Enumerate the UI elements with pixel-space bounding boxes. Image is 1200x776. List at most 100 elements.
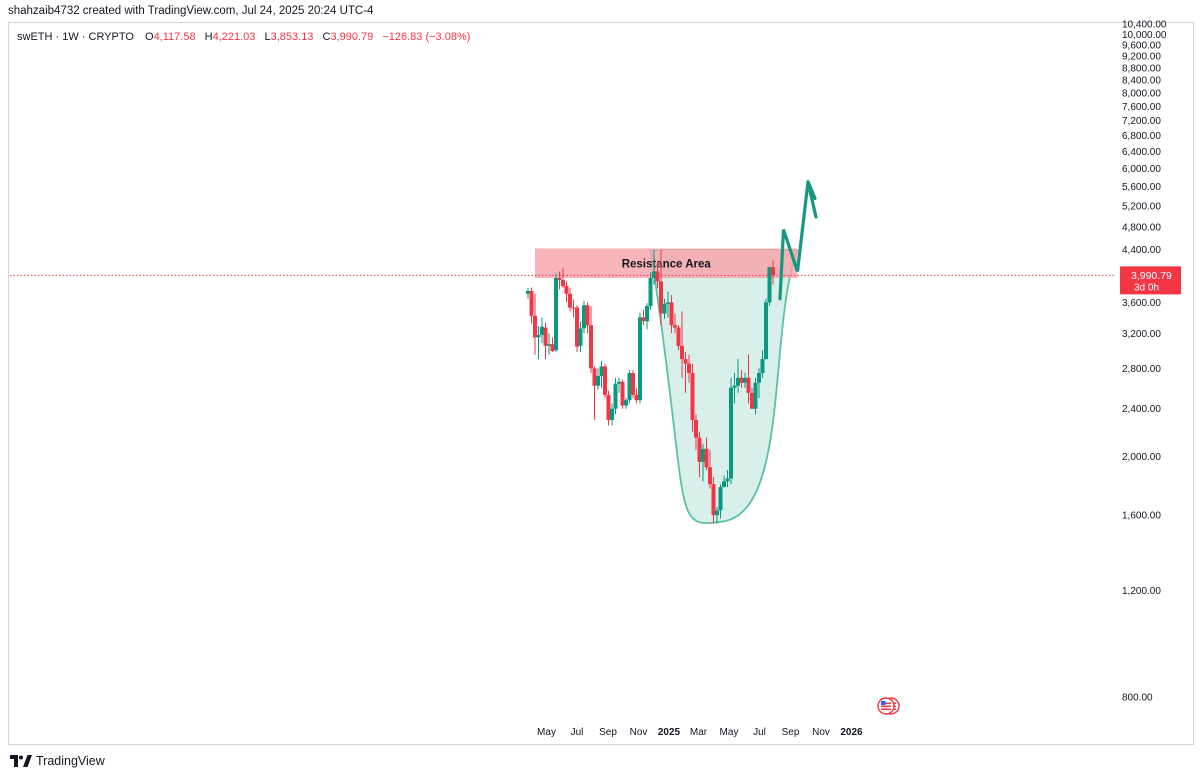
candle [575, 305, 579, 352]
y-tick-label: 10,000.00 [1122, 30, 1167, 41]
tradingview-footer[interactable]: TradingView [10, 752, 105, 770]
candle [610, 403, 614, 426]
candle-body [680, 345, 684, 360]
candle [760, 350, 765, 378]
candle-body [729, 387, 733, 479]
candle [529, 287, 534, 324]
candle [701, 443, 705, 482]
y-tick-label: 4,800.00 [1122, 222, 1161, 233]
candle-body [746, 377, 751, 393]
arrow-line [778, 180, 810, 301]
candle-body [757, 373, 761, 383]
candle [659, 249, 663, 326]
candle [554, 273, 558, 352]
candle-body [564, 286, 569, 294]
y-tick-label: 2,400.00 [1122, 404, 1161, 415]
candle [540, 317, 544, 344]
candle-body [610, 408, 614, 420]
symbol-name[interactable]: swETH · 1W · CRYPTO [17, 31, 134, 43]
candle [732, 373, 737, 404]
candle [631, 370, 635, 399]
close-label: C [322, 31, 331, 43]
candle-body [627, 373, 632, 401]
candle [620, 379, 625, 409]
candle-body [617, 381, 621, 384]
projection-arrow[interactable] [778, 180, 818, 301]
price-tag-value: 3,990.79 [1131, 270, 1172, 282]
flag-canton [881, 701, 886, 705]
y-tick-label: 10,400.00 [1122, 20, 1167, 31]
candle [564, 281, 569, 303]
candle-body [582, 305, 586, 329]
candle-body [673, 325, 677, 328]
candle-body [624, 400, 628, 406]
candle [673, 313, 677, 334]
candle [753, 377, 758, 415]
candle-body [711, 484, 716, 516]
candle-body [659, 281, 663, 314]
candle-body [638, 317, 642, 401]
candle [561, 267, 565, 289]
y-tick-label: 3,200.00 [1122, 329, 1161, 340]
candle-body [641, 317, 646, 322]
candle [739, 370, 744, 388]
change-value: −126.83 (−3.08%) [382, 31, 471, 43]
candle-body [701, 448, 705, 462]
candle-body [732, 385, 737, 388]
candle [648, 272, 653, 310]
x-tick-label: Sep [782, 727, 800, 738]
candle-body [575, 307, 579, 347]
candle-body [676, 327, 681, 346]
candle [708, 450, 712, 489]
candle [676, 325, 681, 351]
resistance-area[interactable]: Resistance Area [535, 248, 798, 279]
arrow-head [806, 181, 818, 219]
candle [750, 387, 754, 409]
candle [627, 370, 632, 404]
close-value: 3,990.79 [330, 31, 374, 43]
candle [568, 288, 572, 312]
candle-body [652, 271, 656, 279]
candle-body [771, 267, 775, 276]
x-tick-label: 2025 [658, 727, 681, 738]
candle [736, 359, 740, 393]
candle-body [722, 481, 726, 488]
candle-body [764, 302, 768, 360]
candle [722, 475, 726, 488]
candle [613, 377, 618, 415]
y-tick-label: 800.00 [1122, 693, 1153, 704]
candle [687, 354, 691, 383]
time-axis[interactable]: May Jul Sep Nov 2025 Mar May Jul Sep Nov 2026 [537, 727, 863, 738]
candle-body [718, 487, 723, 511]
candle [543, 322, 548, 360]
candle-body [683, 359, 688, 364]
candle [662, 298, 667, 319]
candle-body [568, 293, 572, 308]
x-tick-label: Nov [812, 727, 830, 738]
events-flag[interactable] [877, 697, 900, 715]
x-tick-label: May [537, 727, 556, 738]
candle-body [631, 373, 635, 395]
candle [715, 507, 719, 524]
candle [550, 337, 555, 352]
candle-body [592, 368, 597, 386]
candle [771, 260, 775, 285]
x-tick-label: May [720, 727, 739, 738]
flag-stripe [881, 705, 891, 708]
cup-curve [649, 249, 799, 525]
y-tick-label: 2,800.00 [1122, 364, 1161, 375]
candle [585, 302, 590, 334]
candle-body [571, 307, 576, 309]
candle-body [606, 394, 611, 420]
open-value: 4,117.58 [153, 31, 196, 43]
open-label: O [145, 31, 154, 43]
candle-body [690, 373, 695, 420]
candle-body [715, 510, 719, 516]
candle-body [550, 344, 555, 352]
candle-body [760, 359, 765, 374]
price-axis[interactable]: 800.00 1,200.00 1,600.00 2,000.00 2,400.00 2,… [1122, 20, 1167, 704]
x-tick-label: Mar [690, 727, 708, 738]
candle-body [697, 437, 702, 462]
